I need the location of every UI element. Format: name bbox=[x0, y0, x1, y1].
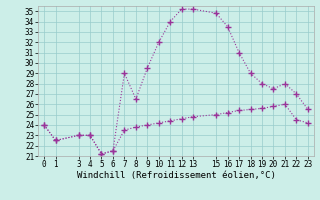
X-axis label: Windchill (Refroidissement éolien,°C): Windchill (Refroidissement éolien,°C) bbox=[76, 171, 276, 180]
